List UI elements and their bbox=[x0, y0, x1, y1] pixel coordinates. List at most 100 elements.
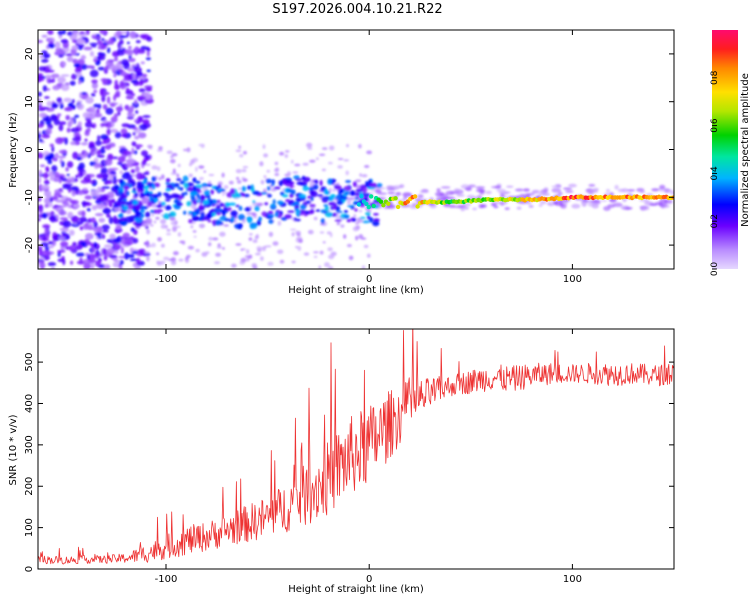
spectrogram-cell bbox=[280, 217, 288, 221]
spectrogram-cell bbox=[332, 188, 336, 192]
spectrogram-cell bbox=[362, 186, 368, 194]
spectrogram-cell bbox=[52, 234, 59, 242]
spectrogram-cell bbox=[66, 56, 74, 62]
spectrogram-cell bbox=[192, 215, 200, 221]
spectrogram-y-tick-label: -10 bbox=[24, 189, 35, 205]
spectrogram-cell bbox=[96, 173, 105, 179]
spectrogram-cell bbox=[89, 69, 99, 78]
spectrogram-cell bbox=[160, 224, 167, 229]
spectrogram-cell bbox=[504, 207, 510, 211]
spectrogram-cell bbox=[85, 174, 91, 177]
spectrogram-cell bbox=[135, 121, 140, 124]
spectrogram-cell bbox=[301, 175, 306, 181]
spectrogram-cell bbox=[130, 227, 136, 232]
spectrogram-cell bbox=[514, 188, 524, 192]
spectrogram-cell bbox=[617, 188, 625, 193]
spectrogram-cell bbox=[329, 232, 333, 238]
spectrogram-cell bbox=[56, 113, 62, 117]
spectrogram-cell bbox=[343, 210, 348, 214]
snr-y-tick-label: 400 bbox=[24, 394, 35, 413]
ridge-point bbox=[366, 204, 371, 210]
spectrogram-cell bbox=[166, 232, 172, 236]
spectrogram-cell bbox=[346, 219, 351, 223]
spectrogram-cell bbox=[265, 245, 272, 248]
spectrogram-cell bbox=[309, 159, 316, 163]
spectrogram-cell bbox=[87, 259, 97, 263]
spectrogram-cell bbox=[291, 260, 296, 264]
spectrogram-cell bbox=[118, 35, 128, 39]
spectrogram-cell bbox=[42, 224, 51, 229]
spectrogram-cell bbox=[266, 186, 271, 191]
snr-panel: -100 0 100 0 100 200 300 400 500 Height of stra… bbox=[8, 328, 675, 595]
spectrogram-cell bbox=[260, 180, 265, 185]
spectrogram-cell bbox=[82, 259, 90, 264]
spectrogram-cell bbox=[113, 184, 120, 191]
spectrogram-cell bbox=[44, 203, 49, 208]
spectrogram-cell bbox=[178, 195, 183, 200]
spectrogram-cell bbox=[89, 42, 99, 46]
spectrogram-cell bbox=[71, 73, 77, 80]
spectrogram-cell bbox=[129, 105, 135, 110]
spectrogram-cell bbox=[523, 188, 530, 192]
spectrogram-cell bbox=[658, 203, 663, 206]
spectrogram-cell bbox=[195, 166, 198, 172]
snr-x-ticks: -100 0 100 bbox=[155, 329, 582, 585]
spectrogram-cell bbox=[245, 212, 252, 216]
spectrogram-y-tick-label: 0 bbox=[24, 146, 35, 152]
spectrogram-cell bbox=[259, 161, 264, 167]
spectrogram-cell bbox=[445, 190, 455, 196]
spectrogram-cell bbox=[101, 248, 107, 256]
spectrogram-cell bbox=[72, 39, 77, 43]
spectrogram-cell bbox=[174, 183, 180, 188]
spectrogram-cell bbox=[130, 169, 136, 174]
spectrogram-cell bbox=[145, 57, 151, 61]
spectrogram-cell bbox=[79, 241, 88, 246]
spectrogram-cell bbox=[79, 226, 84, 231]
spectrogram-cell bbox=[295, 209, 301, 216]
spectrogram-cell bbox=[166, 150, 173, 155]
spectrogram-cell bbox=[361, 265, 366, 269]
spectrogram-cell bbox=[347, 204, 354, 208]
spectrogram-cell bbox=[38, 132, 42, 140]
spectrogram-cell bbox=[97, 45, 101, 50]
spectrogram-cell bbox=[143, 172, 150, 175]
spectrogram-cell bbox=[106, 179, 113, 185]
spectrogram-cell bbox=[93, 36, 102, 40]
spectrogram-cell bbox=[126, 190, 130, 196]
spectrogram-cell bbox=[71, 99, 75, 104]
spectrogram-cell bbox=[145, 86, 153, 92]
spectrogram-cell bbox=[136, 257, 141, 265]
spectrogram-cell bbox=[120, 70, 127, 77]
snr-y-label: SNR (10 * v/v) bbox=[8, 414, 19, 485]
spectrogram-cell bbox=[235, 149, 242, 152]
spectrogram-cell bbox=[132, 200, 139, 206]
colorbar-gradient bbox=[712, 30, 738, 269]
spectrogram-cell bbox=[64, 137, 68, 145]
spectrogram-cell bbox=[323, 204, 329, 207]
spectrogram-cell bbox=[170, 172, 178, 176]
spectrogram-cell bbox=[41, 134, 51, 139]
spectrogram-cell bbox=[85, 30, 90, 36]
spectrogram-cell bbox=[126, 174, 133, 182]
spectrogram-cell bbox=[96, 149, 101, 156]
spectrogram-cell bbox=[348, 255, 354, 261]
spectrogram-cell bbox=[212, 199, 218, 204]
spectrogram-cell bbox=[296, 236, 303, 240]
spectrogram-cell bbox=[114, 250, 119, 254]
spectrogram-cell bbox=[144, 211, 151, 218]
spectrogram-cell bbox=[170, 260, 177, 266]
spectrogram-cell bbox=[153, 220, 157, 224]
spectrogram-cell bbox=[102, 208, 112, 214]
spectrogram-cell bbox=[336, 200, 344, 205]
spectrogram-cell bbox=[108, 254, 118, 259]
spectrogram-cell bbox=[345, 170, 350, 176]
spectrogram-cell bbox=[475, 186, 485, 189]
spectrogram-cell bbox=[48, 171, 55, 178]
spectrogram-cell bbox=[86, 254, 90, 261]
spectrogram-cell bbox=[93, 89, 98, 94]
spectrogram-cell bbox=[302, 186, 310, 192]
spectrogram-cell bbox=[377, 187, 386, 190]
spectrogram-cell bbox=[142, 115, 151, 118]
spectrogram-cell bbox=[91, 79, 98, 84]
spectrogram-cell bbox=[145, 163, 151, 167]
